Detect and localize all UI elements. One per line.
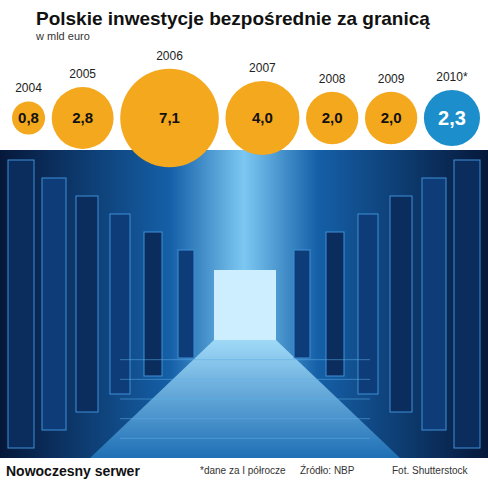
category-label: 2007 xyxy=(249,61,276,75)
rack xyxy=(8,160,34,448)
rack xyxy=(76,196,98,412)
floor-line xyxy=(120,418,370,419)
bubble xyxy=(120,69,219,168)
category-label: 2009 xyxy=(378,72,405,86)
annotation: Nowoczesny serwer xyxy=(6,463,140,479)
floor-line xyxy=(120,438,370,439)
rack xyxy=(110,214,130,394)
data-label: 7,1 xyxy=(159,109,180,126)
floor xyxy=(90,340,400,458)
rack xyxy=(358,214,378,394)
data-label: 2,3 xyxy=(438,107,466,129)
floor-line xyxy=(120,379,370,380)
rack xyxy=(422,178,446,430)
category-label: 2010* xyxy=(436,70,468,84)
bubble xyxy=(306,92,358,144)
data-label: 4,0 xyxy=(252,109,273,126)
data-label: 2,0 xyxy=(322,109,343,126)
floor-line xyxy=(120,399,370,400)
page: {"chart_data": {"type": "bubble", "title… xyxy=(0,0,488,498)
rack xyxy=(326,232,344,376)
data-label: 2,0 xyxy=(381,109,402,126)
category-label: 2004 xyxy=(15,81,42,95)
rack xyxy=(454,160,480,448)
data-label: 2,8 xyxy=(72,109,93,126)
title: Polskie inwestycje bezpośrednie za grani… xyxy=(36,8,430,29)
photo xyxy=(0,150,488,458)
category-label: 2006 xyxy=(156,49,183,63)
bubble xyxy=(225,81,299,155)
rack xyxy=(144,232,162,376)
data-label: 0,8 xyxy=(18,109,39,126)
back-wall xyxy=(214,270,276,340)
category-label: 2005 xyxy=(69,67,96,81)
category-label: 2008 xyxy=(319,72,346,86)
bubble xyxy=(365,92,417,144)
bubble xyxy=(52,87,114,149)
rack xyxy=(294,250,310,358)
annotation: Źródło: NBP xyxy=(300,464,355,476)
bubble xyxy=(424,90,480,146)
marks xyxy=(12,69,480,168)
floor-line xyxy=(120,359,370,360)
photo-bg xyxy=(0,150,488,458)
rack xyxy=(390,196,412,412)
subtitle: w mld euro xyxy=(35,30,90,42)
chart: Polskie inwestycje bezpośrednie za grani… xyxy=(0,0,488,498)
rack xyxy=(178,250,194,358)
rack xyxy=(42,178,66,430)
bubble xyxy=(12,101,45,134)
annotation: *dane za I półrocze xyxy=(200,465,286,476)
labels: 2004 0,8 2005 2,8 2006 7,1 2007 4,0 2008 2,0 2009 2… xyxy=(15,49,468,129)
annotation: Fot. Shutterstock xyxy=(392,465,469,476)
